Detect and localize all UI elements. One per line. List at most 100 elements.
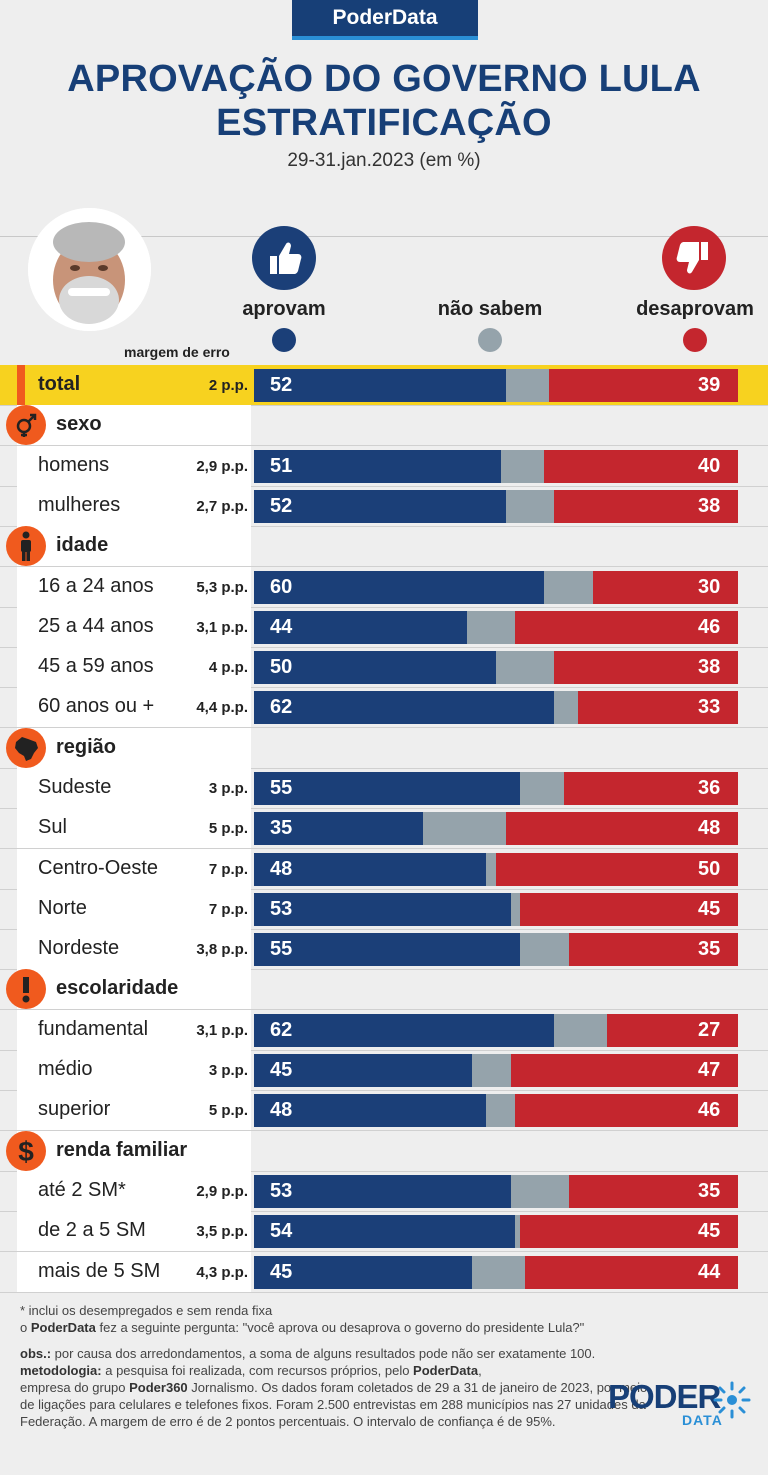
bar-segment-disapprove bbox=[525, 1256, 738, 1289]
category-header: escolaridade bbox=[0, 969, 768, 1010]
bar-row: Centro-Oeste 7 p.p. 48 50 bbox=[0, 849, 768, 890]
bar-segment-disapprove bbox=[520, 1215, 738, 1248]
data-label-approve: 62 bbox=[270, 1019, 293, 1041]
row-label: 16 a 24 anos bbox=[38, 575, 154, 597]
bar-segment-dont-know bbox=[486, 853, 496, 886]
row-label-box bbox=[17, 1010, 251, 1050]
divider bbox=[0, 607, 768, 608]
bar-segment-disapprove bbox=[568, 1175, 738, 1208]
data-label-disapprove: 40 bbox=[698, 455, 721, 477]
bar-segment-approve bbox=[254, 571, 545, 604]
dollar-icon: $ bbox=[6, 1131, 46, 1171]
row-label-box bbox=[17, 1090, 251, 1130]
category-title: renda familiar bbox=[56, 1139, 188, 1161]
divider bbox=[0, 848, 768, 849]
bar-segment-dont-know bbox=[554, 691, 579, 724]
bar-segment-disapprove bbox=[563, 772, 738, 805]
bar-segment-dont-know bbox=[510, 1175, 569, 1208]
bar-row: fundamental 3,1 p.p. 62 27 bbox=[0, 1010, 768, 1051]
legend-dont-know-swatch bbox=[478, 328, 502, 352]
thumbs-down-icon bbox=[662, 226, 726, 290]
data-label-disapprove: 45 bbox=[698, 1220, 721, 1242]
margin-of-error-value: 3,1 p.p. bbox=[196, 619, 248, 636]
bar-segment-disapprove bbox=[607, 1014, 738, 1047]
bar-row: total 2 p.p. 52 39 bbox=[0, 365, 768, 406]
row-label: total bbox=[38, 373, 81, 395]
logo-word-data: DATA bbox=[682, 1412, 723, 1428]
exclamation-icon bbox=[6, 969, 46, 1009]
bar-segment-approve bbox=[254, 651, 496, 684]
data-label-approve: 54 bbox=[270, 1220, 293, 1242]
data-label-disapprove: 35 bbox=[698, 938, 721, 960]
row-label-box bbox=[17, 486, 251, 526]
data-label-approve: 60 bbox=[270, 576, 293, 598]
stacked-bar: 55 36 bbox=[254, 772, 738, 805]
bar-segment-dont-know bbox=[471, 1256, 526, 1289]
margin-of-error-value: 3,1 p.p. bbox=[196, 1022, 248, 1039]
stacked-bar: 35 48 bbox=[254, 812, 738, 845]
bar-row: 25 a 44 anos 3,1 p.p. 44 46 bbox=[0, 607, 768, 648]
row-label-box bbox=[17, 607, 251, 647]
bar-segment-dont-know bbox=[505, 490, 555, 523]
stacked-bar: 54 45 bbox=[254, 1215, 738, 1248]
bar-row: 45 a 59 anos 4 p.p. 50 38 bbox=[0, 647, 768, 688]
row-label-box bbox=[17, 567, 251, 607]
row-label-box bbox=[17, 647, 251, 687]
bar-row: até 2 SM* 2,9 p.p. 53 35 bbox=[0, 1171, 768, 1212]
margin-of-error-value: 4,4 p.p. bbox=[196, 699, 248, 716]
category-title: sexo bbox=[56, 413, 102, 435]
gender-icon bbox=[6, 405, 46, 445]
bar-segment-disapprove bbox=[578, 691, 738, 724]
bar-segment-dont-know bbox=[500, 450, 545, 483]
data-label-disapprove: 45 bbox=[698, 898, 721, 920]
brand-name: PoderData bbox=[332, 6, 438, 29]
data-label-approve: 44 bbox=[270, 616, 293, 638]
bar-segment-disapprove bbox=[505, 812, 738, 845]
divider bbox=[0, 687, 768, 688]
divider bbox=[0, 647, 768, 648]
bar-segment-disapprove bbox=[515, 611, 738, 644]
divider bbox=[0, 889, 768, 890]
data-label-approve: 55 bbox=[270, 777, 293, 799]
brand-header: PoderData bbox=[292, 0, 478, 40]
row-label-box bbox=[17, 889, 251, 929]
bar-segment-dont-know bbox=[544, 571, 593, 604]
data-label-approve: 48 bbox=[270, 1099, 293, 1121]
row-label: de 2 a 5 SM bbox=[38, 1219, 146, 1241]
divider bbox=[0, 1211, 768, 1212]
bar-segment-disapprove bbox=[568, 933, 738, 966]
brazil-map-icon bbox=[6, 728, 46, 768]
divider bbox=[0, 1130, 768, 1131]
bar-segment-dont-know bbox=[554, 1014, 608, 1047]
category-title: idade bbox=[56, 534, 109, 556]
bar-segment-approve bbox=[254, 490, 506, 523]
data-label-approve: 45 bbox=[270, 1261, 293, 1283]
margin-of-error-value: 4 p.p. bbox=[208, 659, 248, 676]
bar-segment-disapprove bbox=[554, 490, 738, 523]
category-label-box bbox=[17, 1131, 251, 1171]
divider bbox=[0, 1009, 768, 1010]
bar-segment-approve bbox=[254, 812, 424, 845]
bar-row: mulheres 2,7 p.p. 52 38 bbox=[0, 486, 768, 527]
stacked-bar: 52 38 bbox=[254, 490, 738, 523]
data-label-approve: 48 bbox=[270, 858, 293, 880]
margin-of-error-value: 3,5 p.p. bbox=[196, 1223, 248, 1240]
bar-segment-approve bbox=[254, 691, 555, 724]
margin-of-error-value: 2,9 p.p. bbox=[196, 458, 248, 475]
stacked-bar: 55 35 bbox=[254, 933, 738, 966]
bar-segment-dont-know bbox=[423, 812, 506, 845]
divider bbox=[0, 405, 768, 406]
bar-segment-dont-know bbox=[520, 933, 569, 966]
bar-segment-dont-know bbox=[515, 1215, 521, 1248]
margin-of-error-value: 3 p.p. bbox=[208, 1062, 248, 1079]
margin-of-error-value: 5,3 p.p. bbox=[196, 579, 248, 596]
footnote-obs: obs.: por causa dos arredondamentos, a s… bbox=[20, 1346, 596, 1361]
divider bbox=[0, 929, 768, 930]
data-label-disapprove: 35 bbox=[698, 1180, 721, 1202]
bar-segment-disapprove bbox=[592, 571, 738, 604]
data-label-disapprove: 36 bbox=[698, 777, 721, 799]
row-label: mulheres bbox=[38, 494, 121, 516]
category-header: idade bbox=[0, 526, 768, 567]
data-label-disapprove: 38 bbox=[698, 656, 721, 678]
data-label-disapprove: 38 bbox=[698, 495, 721, 517]
